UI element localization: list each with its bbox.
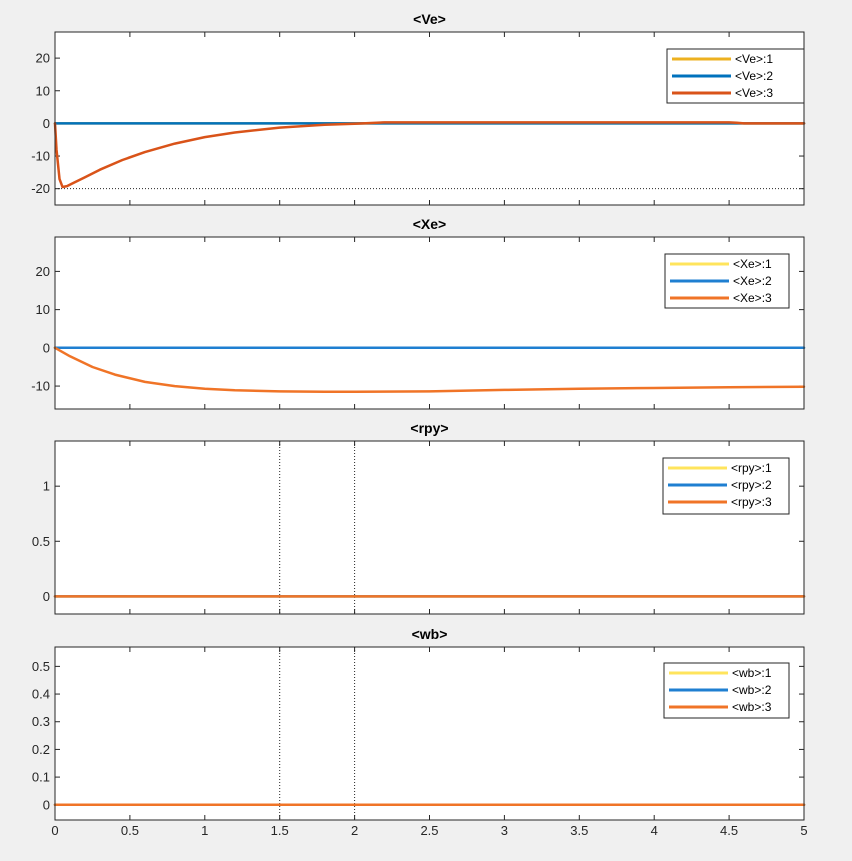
y-tick-label: 1 — [43, 479, 50, 494]
axes-title: <rpy> — [410, 420, 448, 436]
y-tick-label: 0.1 — [32, 770, 50, 785]
legend-entry-label: <rpy>:3 — [731, 495, 772, 509]
y-tick-label: 0.3 — [32, 714, 50, 729]
legend[interactable]: <Xe>:1 <Xe>:2 <Xe>:3 — [664, 253, 790, 309]
axes-frame — [54, 646, 805, 821]
axes-frame — [54, 236, 805, 410]
y-tick-label: 0.5 — [32, 659, 50, 674]
y-tick-label: 0 — [43, 116, 50, 131]
x-tick-label: 2.5 — [420, 823, 438, 838]
y-tick-label: 0 — [43, 340, 50, 355]
y-tick-label: 0.4 — [32, 687, 50, 702]
legend-entry-label: <wb>:2 — [732, 683, 772, 697]
series-line-3 — [53, 346, 806, 394]
y-tick-label: -20 — [31, 181, 50, 196]
legend-entry-label: <rpy>:2 — [731, 478, 772, 492]
y-tick-label: 10 — [36, 83, 50, 98]
legend[interactable]: <wb>:1 <wb>:2 <wb>:3 — [663, 662, 790, 719]
axes-frame — [54, 440, 805, 615]
x-tick-label: 3 — [501, 823, 508, 838]
axes-frame — [54, 31, 805, 206]
x-tick-label: 5 — [800, 823, 807, 838]
y-tick-label: 0 — [43, 589, 50, 604]
x-tick-label: 3.5 — [570, 823, 588, 838]
legend-entry-label: <Ve>:2 — [735, 69, 773, 83]
axes-panel-0: <Ve> 20 10 0 -10 -20 <Ve>:1 <Ve>:2 <Ve>:3 — [31, 11, 806, 206]
legend[interactable]: <Ve>:1 <Ve>:2 <Ve>:3 — [666, 48, 805, 104]
legend-entry-label: <Xe>:2 — [733, 274, 772, 288]
y-tick-label: -10 — [31, 379, 50, 394]
y-tick-label: 10 — [36, 302, 50, 317]
legend-entry-label: <wb>:3 — [732, 700, 772, 714]
x-tick-label: 0 — [51, 823, 58, 838]
y-tick-label: -10 — [31, 149, 50, 164]
series-line-3 — [53, 121, 806, 189]
legend-entry-label: <Ve>:3 — [735, 86, 773, 100]
y-tick-label: 0.2 — [32, 742, 50, 757]
legend-entry-label: <rpy>:1 — [731, 461, 772, 475]
axes-title: <Ve> — [413, 11, 446, 27]
x-tick-label: 4 — [651, 823, 658, 838]
axes-title: <Xe> — [413, 216, 446, 232]
legend-entry-label: <wb>:1 — [732, 666, 772, 680]
x-tick-label: 2 — [351, 823, 358, 838]
x-tick-label: 1 — [201, 823, 208, 838]
legend-entry-label: <Ve>:1 — [735, 52, 773, 66]
axes-panel-2: <rpy> 1 0.5 0 <rpy>:1 <rpy>:2 <rpy>:3 — [32, 420, 806, 615]
legend-entry-label: <Xe>:3 — [733, 291, 772, 305]
x-tick-label: 0.5 — [121, 823, 139, 838]
axes-panel-3: <wb> 0.5 0.4 0.3 0.2 0.1 00 0.5 1 1.5 2 2.5 3 3.5 4 4.5… — [32, 626, 808, 838]
x-tick-label: 4.5 — [720, 823, 738, 838]
axes-panel-1: <Xe> 20 10 0 -10 <Xe>:1 <Xe>:2 <Xe>:3 — [31, 216, 806, 410]
y-tick-label: 20 — [36, 264, 50, 279]
axes-title: <wb> — [412, 626, 448, 642]
y-tick-label: 0 — [43, 797, 50, 812]
legend[interactable]: <rpy>:1 <rpy>:2 <rpy>:3 — [662, 457, 790, 515]
x-tick-label: 1.5 — [271, 823, 289, 838]
legend-entry-label: <Xe>:1 — [733, 257, 772, 271]
y-tick-label: 20 — [36, 51, 50, 66]
y-tick-label: 0.5 — [32, 534, 50, 549]
